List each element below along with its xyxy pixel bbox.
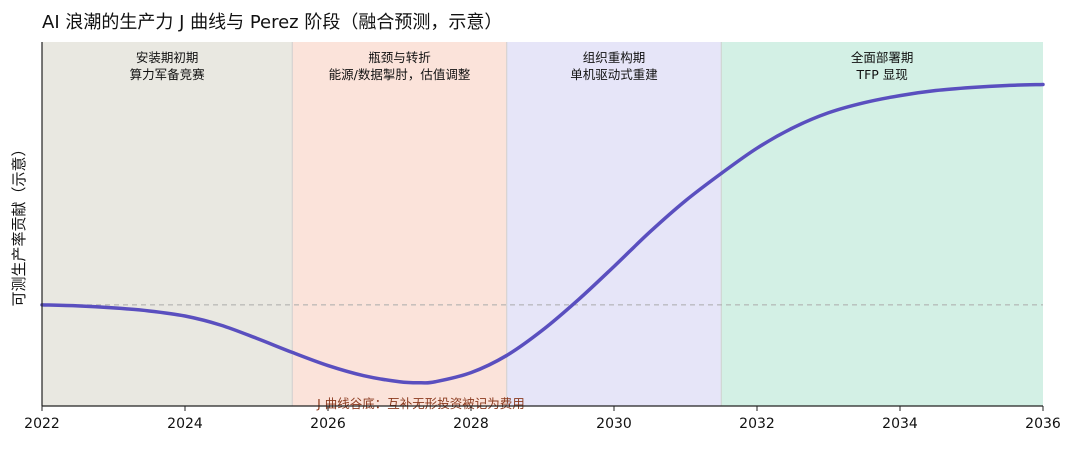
phase-label-3-line1: 组织重构期	[583, 50, 646, 65]
x-tick-label-2034: 2034	[882, 416, 918, 432]
x-tick-label-2028: 2028	[453, 416, 489, 432]
phase-label-2-line2: 能源/数据掣肘，估值调整	[329, 67, 471, 82]
phase-band-2	[292, 42, 507, 406]
x-tick-label-2036: 2036	[1025, 416, 1061, 432]
series-line	[40, 82, 1045, 385]
phase-label-1-line2: 算力军备竞赛	[130, 67, 206, 82]
x-tick-label-2032: 2032	[739, 416, 775, 432]
phase-label-4-line2: TFP 显现	[855, 67, 907, 82]
phase-label-3-line2: 单机驱动式重建	[570, 67, 658, 82]
phase-band-3	[506, 42, 722, 406]
x-tick-label-2022: 2022	[24, 416, 60, 432]
axes: 2022 2024 2026 2028 2030 2032 2034 2036	[24, 42, 1061, 432]
chart-title: AI 浪潮的生产力 J 曲线与 Perez 阶段（融合预测，示意）	[42, 12, 502, 33]
phase-band-4	[721, 42, 1043, 406]
x-tick-label-2026: 2026	[310, 416, 346, 432]
y-axis-label: 可测生产率贡献（示意）	[10, 141, 28, 306]
annotation-text: J 曲线谷底：互补无形投资被记为费用	[316, 396, 525, 411]
x-tick-label-2024: 2024	[167, 416, 203, 432]
phase-band-1	[42, 42, 293, 406]
phase-label-4-line1: 全面部署期	[851, 50, 914, 65]
phase-label-1-line1: 安装期初期	[136, 50, 199, 65]
phase-label-2-line1: 瓶颈与转折	[368, 50, 431, 65]
x-tick-label-2030: 2030	[596, 416, 632, 432]
